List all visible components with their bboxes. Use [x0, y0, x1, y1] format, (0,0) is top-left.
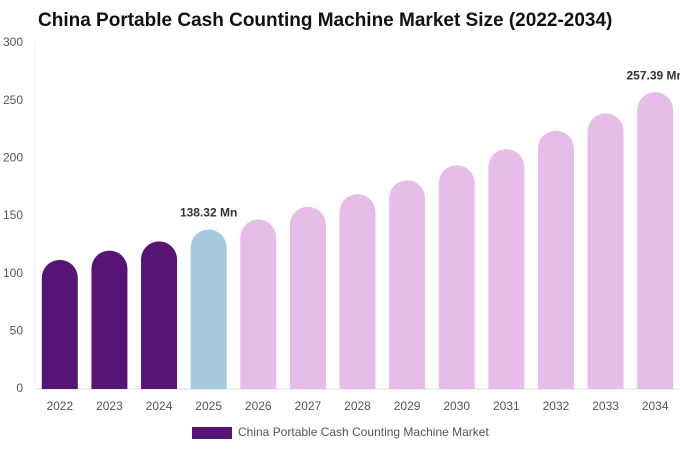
x-tick-label: 2033: [592, 399, 619, 413]
bar: [587, 113, 624, 390]
x-tick-label: 2025: [195, 399, 222, 413]
bar: [190, 229, 227, 389]
bar: [41, 259, 78, 389]
bar: [637, 92, 674, 389]
bar: [91, 250, 128, 389]
x-tick-label: 2030: [443, 399, 470, 413]
x-tick-label: 2026: [245, 399, 272, 413]
x-tick-label: 2024: [146, 399, 173, 413]
y-tick-label: 200: [3, 151, 23, 165]
value-label: 138.32 Mn: [180, 206, 237, 220]
bar: [339, 194, 376, 389]
x-tick-label: 2027: [295, 399, 322, 413]
x-tick-label: 2023: [96, 399, 123, 413]
legend-label: China Portable Cash Counting Machine Mar…: [238, 425, 489, 439]
y-tick-label: 100: [3, 266, 23, 280]
bar: [240, 219, 277, 389]
x-tick-label: 2028: [344, 399, 371, 413]
x-tick-label: 2034: [642, 399, 669, 413]
y-tick-label: 0: [16, 381, 23, 395]
y-tick-label: 50: [10, 324, 24, 338]
bar: [537, 130, 574, 389]
legend-swatch: [192, 427, 232, 439]
bar: [289, 206, 326, 389]
x-tick-label: 2031: [493, 399, 520, 413]
y-tick-label: 300: [3, 35, 23, 49]
bar: [488, 149, 525, 389]
x-tick-label: 2032: [543, 399, 570, 413]
x-tick-label: 2029: [394, 399, 421, 413]
x-tick-label: 2022: [46, 399, 73, 413]
value-label: 257.39 Mn: [627, 68, 680, 82]
y-tick-label: 150: [3, 208, 23, 222]
bar: [389, 180, 426, 389]
y-tick-label: 250: [3, 93, 23, 107]
bar: [141, 241, 178, 389]
bar: [438, 165, 475, 389]
chart-title: China Portable Cash Counting Machine Mar…: [38, 10, 612, 31]
